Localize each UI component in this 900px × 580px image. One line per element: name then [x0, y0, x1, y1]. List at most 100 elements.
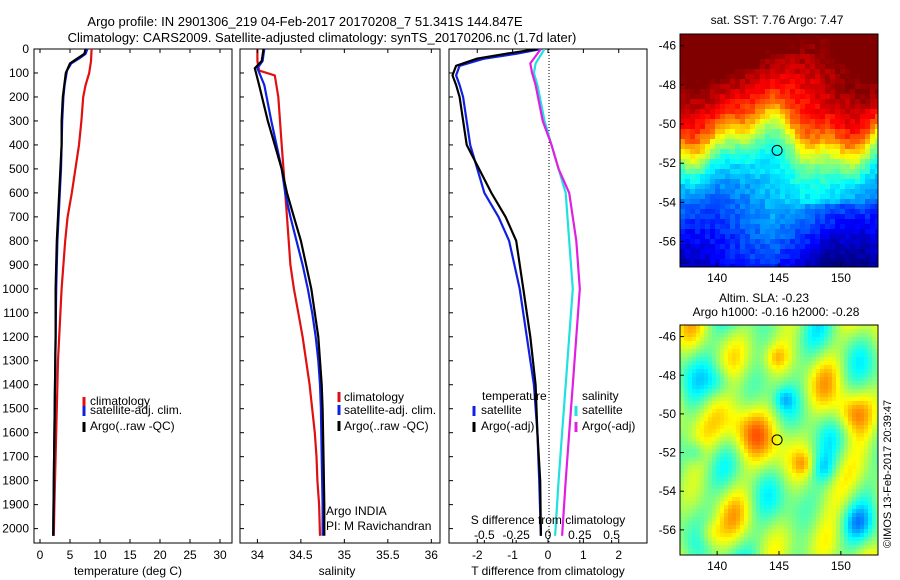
heatmap-cell	[765, 144, 771, 150]
heatmap-cell	[800, 119, 806, 125]
heatmap-cell	[800, 357, 805, 362]
heatmap-cell	[705, 209, 711, 215]
heatmap-cell	[832, 365, 837, 370]
heatmap-cell	[720, 469, 725, 474]
heatmap-cell	[820, 365, 825, 370]
heatmap-cell	[755, 219, 761, 225]
heatmap-cell	[840, 44, 846, 50]
heatmap-cell	[735, 189, 741, 195]
heatmap-cell	[744, 421, 749, 426]
heatmap-cell	[840, 84, 846, 90]
heatmap-cell	[820, 214, 826, 220]
heatmap-cell	[700, 469, 705, 474]
heatmap-cell	[760, 529, 765, 534]
heatmap-cell	[692, 553, 697, 555]
heatmap-cell	[810, 44, 816, 50]
heatmap-cell	[724, 369, 729, 374]
heatmap-cell	[820, 333, 825, 338]
heatmap-cell	[685, 174, 691, 180]
heatmap-cell	[835, 104, 841, 110]
heatmap-cell	[708, 337, 713, 342]
heatmap-cell	[732, 385, 737, 390]
heatmap-cell	[865, 189, 871, 195]
heatmap-cell	[700, 449, 705, 454]
heatmap-cell	[712, 389, 717, 394]
heatmap-cell	[792, 469, 797, 474]
heatmap-cell	[760, 214, 766, 220]
heatmap-cell	[804, 489, 809, 494]
heatmap-cell	[728, 333, 733, 338]
heatmap-cell	[844, 405, 849, 410]
heatmap-cell	[765, 219, 771, 225]
heatmap-cell	[760, 461, 765, 466]
heatmap-cell	[844, 481, 849, 486]
x-tick-label: 0	[545, 548, 552, 562]
heatmap-cell	[736, 425, 741, 430]
heatmap-cell	[748, 349, 753, 354]
heatmap-cell	[770, 179, 776, 185]
heatmap-cell	[785, 44, 791, 50]
heatmap-cell	[712, 333, 717, 338]
heatmap-cell	[800, 469, 805, 474]
heatmap-cell	[784, 397, 789, 402]
heatmap-cell	[848, 457, 853, 462]
heatmap-cell	[752, 349, 757, 354]
heatmap-cell	[784, 357, 789, 362]
heatmap-cell	[708, 485, 713, 490]
heatmap-cell	[716, 405, 721, 410]
heatmap-cell	[756, 369, 761, 374]
heatmap-cell	[836, 517, 841, 522]
heatmap-cell	[792, 401, 797, 406]
heatmap-cell	[728, 461, 733, 466]
heatmap-cell	[855, 249, 861, 255]
heatmap-cell	[710, 139, 716, 145]
heatmap-cell	[812, 541, 817, 546]
heatmap-cell	[744, 361, 749, 366]
heatmap-cell	[720, 465, 725, 470]
heatmap-cell	[855, 114, 861, 120]
heatmap-cell	[756, 497, 761, 502]
heatmap-cell	[700, 329, 705, 334]
heatmap-cell	[810, 174, 816, 180]
heatmap-cell	[772, 517, 777, 522]
heatmap-cell	[805, 179, 811, 185]
heatmap-cell	[850, 199, 856, 205]
heatmap-cell	[700, 509, 705, 514]
heatmap-cell	[760, 369, 765, 374]
heatmap-cell	[860, 144, 866, 150]
heatmap-cell	[815, 194, 821, 200]
heatmap-cell	[710, 129, 716, 135]
heatmap-cell	[770, 139, 776, 145]
heatmap-cell	[712, 361, 717, 366]
heatmap-cell	[730, 214, 736, 220]
heatmap-cell	[755, 74, 761, 80]
heatmap-cell	[760, 501, 765, 506]
heatmap-cell	[724, 469, 729, 474]
heatmap-cell	[796, 357, 801, 362]
heatmap-cell	[780, 189, 786, 195]
heatmap-cell	[840, 99, 846, 105]
heatmap-cell	[840, 429, 845, 434]
heatmap-cell	[765, 259, 771, 265]
heatmap-cell	[800, 521, 805, 526]
heatmap-cell	[770, 239, 776, 245]
heatmap-cell	[776, 425, 781, 430]
heatmap-cell	[844, 549, 849, 554]
heatmap-cell	[788, 341, 793, 346]
s-difference-x-ticks: -0.5 -0.25 0 0.25 0.5	[474, 528, 620, 543]
heatmap-cell	[716, 465, 721, 470]
heatmap-cell	[856, 429, 861, 434]
heatmap-cell	[850, 229, 856, 235]
heatmap-cell	[792, 497, 797, 502]
heatmap-cell	[780, 485, 785, 490]
heatmap-cell	[748, 333, 753, 338]
heatmap-cell	[700, 513, 705, 518]
heatmap-cell	[830, 229, 836, 235]
heatmap-cell	[870, 124, 876, 130]
heatmap-cell	[780, 264, 786, 267]
heatmap-cell	[840, 349, 845, 354]
heatmap-cell	[785, 159, 791, 165]
heatmap-cell	[800, 229, 806, 235]
heatmap-cell	[820, 385, 825, 390]
heatmap-cell	[825, 249, 831, 255]
